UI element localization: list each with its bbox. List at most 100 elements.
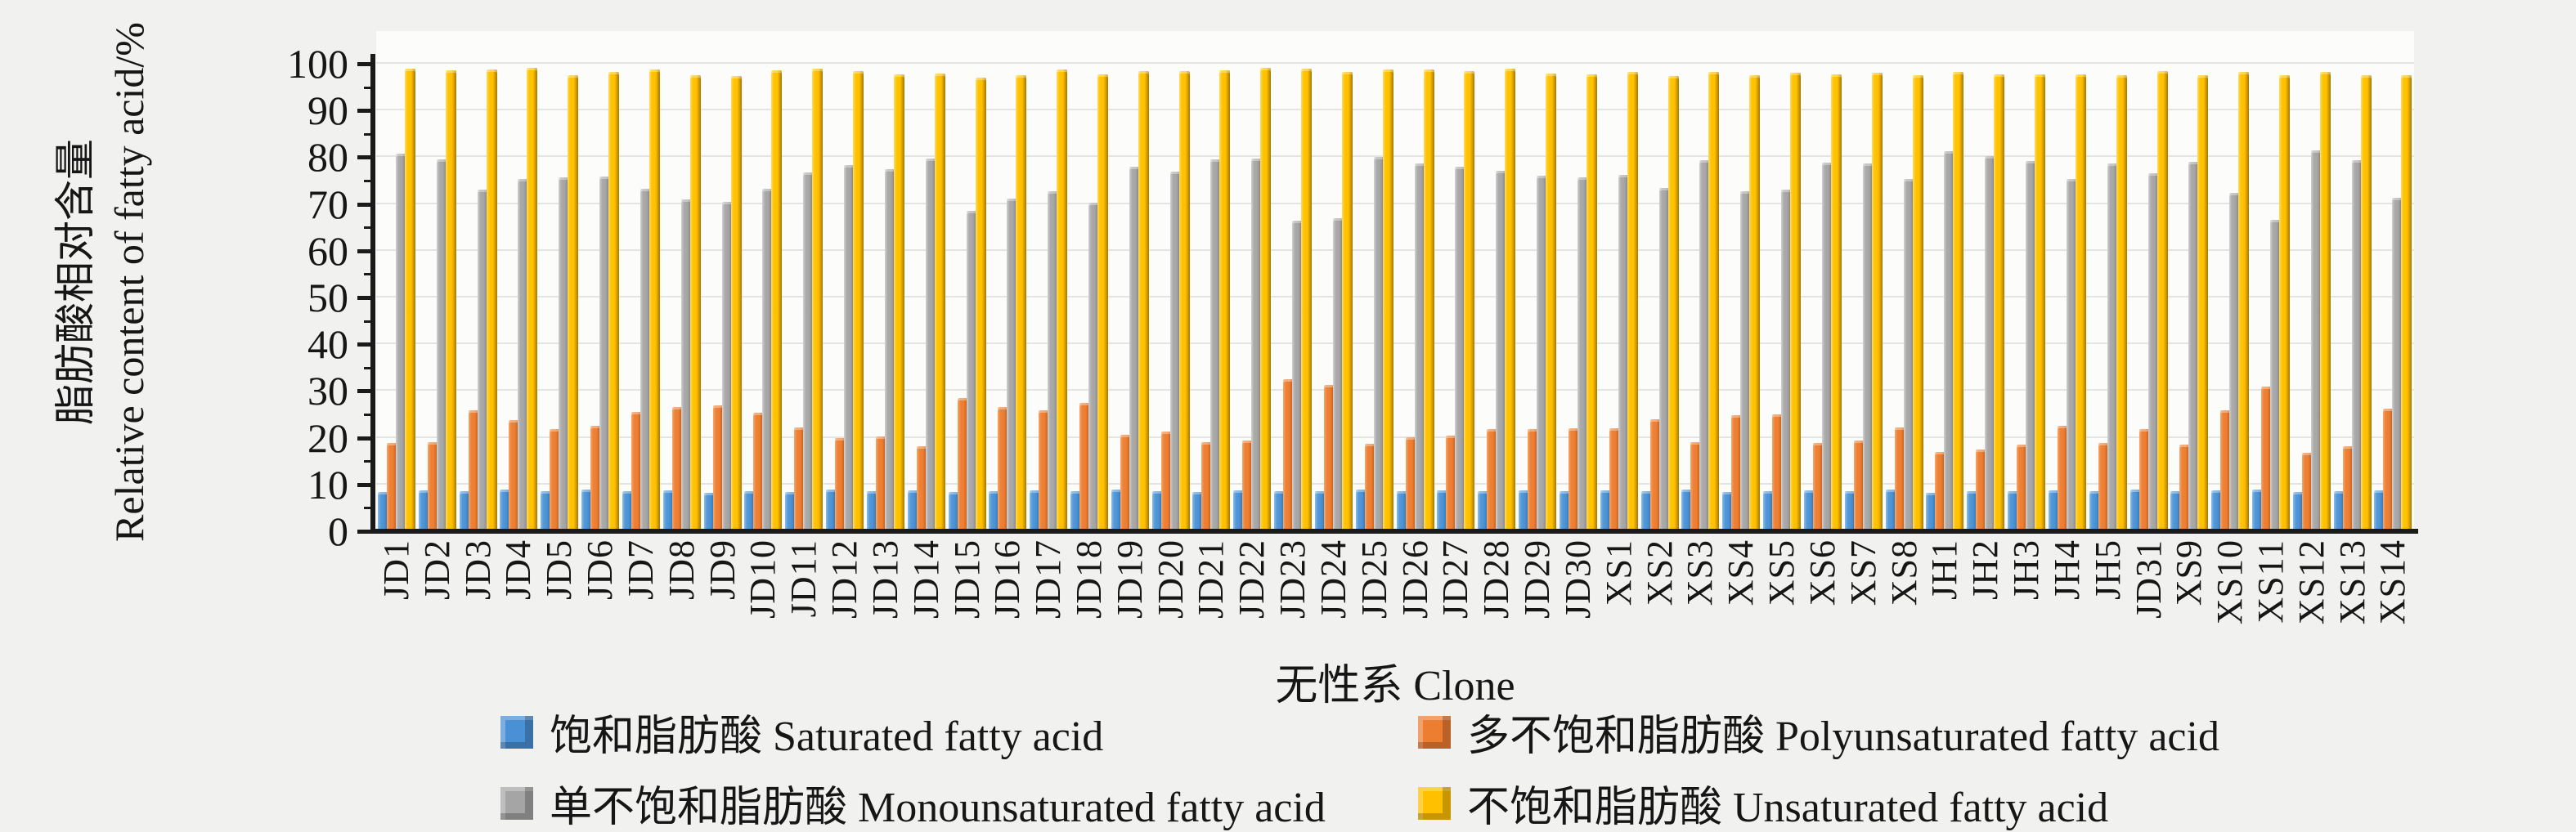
bar-saturated-JD24: [1314, 490, 1326, 531]
x-tick-slot-JD12: JD12: [824, 539, 865, 619]
x-tick-label-JD8: JD8: [661, 539, 702, 600]
bar-unsaturated-JH4: [2075, 74, 2086, 531]
bar-groups: [376, 31, 2414, 531]
chart-legend: 饱和脂肪酸 Saturated fatty acid 多不饱和脂肪酸 Polyu…: [500, 701, 2219, 832]
bar-monounsaturated-JD22: [1251, 159, 1263, 531]
bar-group-JH1: [1924, 31, 1965, 531]
x-tick-label-JD11: JD11: [783, 539, 824, 618]
bar-saturated-XS5: [1763, 490, 1775, 531]
gridline-10: [376, 482, 2414, 485]
x-tick-slot-JD24: JD24: [1313, 539, 1354, 619]
bar-polyunsaturated-XS4: [1731, 415, 1743, 531]
bar-monounsaturated-JD29: [1537, 175, 1548, 531]
bar-group-XS11: [2251, 31, 2291, 531]
x-tick-label-JD3: JD3: [457, 539, 498, 600]
bar-monounsaturated-JD9: [721, 202, 733, 531]
bar-unsaturated-JD15: [975, 78, 986, 531]
x-tick-slot-JD21: JD21: [1191, 539, 1232, 619]
bar-group-JD12: [824, 31, 865, 531]
bar-monounsaturated-XS1: [1618, 174, 1629, 531]
bar-saturated-XS11: [2252, 489, 2263, 531]
bar-monounsaturated-JD3: [477, 190, 488, 531]
x-tick-slot-XS1: XS1: [1599, 539, 1640, 606]
x-tick-slot-JD29: JD29: [1517, 539, 1558, 619]
x-tick-label-JD26: JD26: [1394, 539, 1435, 619]
x-tick-slot-JD1: JD1: [376, 539, 417, 600]
bar-polyunsaturated-JD19: [1120, 435, 1131, 531]
bar-unsaturated-JD14: [934, 74, 945, 531]
bar-group-JD27: [1436, 31, 1477, 531]
y-tick-label-60: 60: [307, 227, 348, 274]
bar-group-JH2: [1965, 31, 2006, 531]
bar-group-XS12: [2291, 31, 2332, 531]
y-major-tick-20: [357, 436, 371, 441]
x-tick-slot-JD20: JD20: [1151, 539, 1192, 619]
y-major-tick-40: [357, 342, 371, 347]
bar-unsaturated-XS1: [1627, 71, 1638, 531]
bar-unsaturated-JD13: [893, 74, 904, 531]
bar-group-JD4: [498, 31, 539, 531]
x-tick-label-XS2: XS2: [1639, 539, 1680, 606]
bar-saturated-XS9: [2170, 491, 2182, 531]
bar-monounsaturated-XS8: [1903, 179, 1914, 531]
bar-saturated-XS8: [1885, 490, 1896, 531]
y-axis-title-en: Relative content of fatty acid/%: [106, 22, 152, 542]
x-tick-slot-JD30: JD30: [1558, 539, 1599, 619]
y-tick-label-70: 70: [307, 181, 348, 227]
y-major-tick-100: [357, 62, 371, 66]
bar-unsaturated-XS2: [1667, 75, 1679, 531]
bar-group-JD17: [1028, 31, 1069, 531]
x-tick-slot-JD2: JD2: [417, 539, 458, 600]
y-tick-label-100: 100: [287, 41, 348, 87]
y-minor-tick-5: [364, 507, 371, 510]
bar-monounsaturated-JH3: [2026, 160, 2037, 531]
x-tick-slot-XS5: XS5: [1761, 539, 1802, 606]
bar-monounsaturated-JD21: [1210, 159, 1222, 531]
bar-group-JD1: [376, 31, 417, 531]
bar-saturated-JD20: [1151, 490, 1163, 531]
bar-saturated-JD13: [866, 491, 877, 531]
bar-group-XS7: [1843, 31, 1884, 531]
y-major-tick-90: [357, 109, 371, 114]
bar-polyunsaturated-JD1: [386, 442, 397, 531]
bar-saturated-XS10: [2211, 490, 2223, 531]
bar-unsaturated-XS7: [1871, 73, 1883, 531]
bar-group-XS13: [2332, 31, 2373, 531]
x-tick-slot-JD6: JD6: [580, 539, 621, 600]
bar-monounsaturated-JD27: [1455, 166, 1466, 531]
x-tick-slot-XS2: XS2: [1640, 539, 1681, 606]
x-tick-label-XS12: XS12: [2291, 539, 2331, 625]
bar-group-JD9: [702, 31, 743, 531]
bar-polyunsaturated-JD26: [1405, 437, 1416, 531]
bar-group-XS1: [1599, 31, 1640, 531]
bar-group-XS8: [1884, 31, 1925, 531]
bar-saturated-JH2: [1967, 490, 1978, 531]
bar-unsaturated-JD29: [1546, 74, 1557, 531]
legend-item-saturated: 饱和脂肪酸 Saturated fatty acid: [500, 701, 1418, 763]
y-major-tick-0: [357, 530, 371, 534]
legend-label-saturated: 饱和脂肪酸 Saturated fatty acid: [550, 713, 1104, 760]
y-tick-label-0: 0: [328, 508, 348, 554]
x-tick-slot-JD14: JD14: [906, 539, 947, 619]
bar-polyunsaturated-JD20: [1160, 431, 1172, 531]
bar-saturated-JD22: [1233, 490, 1245, 531]
bar-monounsaturated-JD20: [1169, 171, 1181, 531]
bar-group-JD29: [1517, 31, 1558, 531]
bar-saturated-JD21: [1192, 491, 1204, 531]
bar-unsaturated-JD9: [730, 76, 742, 531]
y-major-tick-30: [357, 389, 371, 394]
bar-polyunsaturated-XS1: [1609, 428, 1620, 531]
bar-unsaturated-JD4: [527, 68, 538, 531]
bar-unsaturated-JD28: [1505, 68, 1516, 531]
bar-group-XS3: [1681, 31, 1721, 531]
x-tick-slot-JD9: JD9: [702, 539, 743, 600]
bar-unsaturated-JD25: [1382, 69, 1393, 531]
bar-group-JD11: [783, 31, 824, 531]
x-tick-label-JH5: JH5: [2087, 539, 2128, 600]
bar-polyunsaturated-XS3: [1690, 442, 1702, 531]
bar-monounsaturated-JD19: [1129, 167, 1140, 531]
bar-saturated-JH5: [2089, 490, 2100, 531]
bar-saturated-JD26: [1396, 491, 1407, 531]
bar-saturated-JH3: [2008, 491, 2019, 531]
x-tick-label-JD28: JD28: [1476, 539, 1517, 619]
